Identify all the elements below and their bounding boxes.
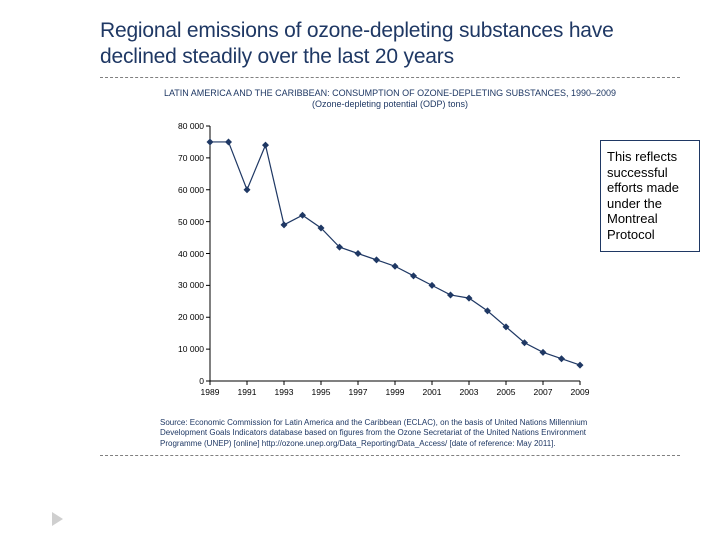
x-tick-label: 1997 xyxy=(344,387,372,397)
chart-subtitle: LATIN AMERICA AND THE CARIBBEAN: CONSUMP… xyxy=(160,88,620,111)
x-tick-label: 1999 xyxy=(381,387,409,397)
y-tick-label: 0 xyxy=(164,376,204,386)
y-tick-label: 30 000 xyxy=(164,280,204,290)
x-tick-label: 1993 xyxy=(270,387,298,397)
y-tick-label: 10 000 xyxy=(164,344,204,354)
line-chart xyxy=(160,116,590,406)
slide-root: Regional emissions of ozone-depleting su… xyxy=(0,0,720,540)
chart-container: 0 10 000 20 000 30 000 40 000 50 000 60 000 70 … xyxy=(160,116,590,406)
callout-text: This reflects successful efforts made un… xyxy=(607,149,693,243)
footer-divider xyxy=(100,455,680,456)
x-tick-label: 1991 xyxy=(233,387,261,397)
y-tick-label: 50 000 xyxy=(164,217,204,227)
callout-box: This reflects successful efforts made un… xyxy=(600,140,700,252)
x-tick-label: 1995 xyxy=(307,387,335,397)
x-tick-label: 2009 xyxy=(566,387,594,397)
y-tick-label: 80 000 xyxy=(164,121,204,131)
x-tick-label: 2001 xyxy=(418,387,446,397)
play-icon xyxy=(52,512,63,526)
subtitle-line-2: (Ozone-depleting potential (ODP) tons) xyxy=(160,99,620,110)
y-tick-label: 40 000 xyxy=(164,249,204,259)
x-tick-label: 1989 xyxy=(196,387,224,397)
y-tick-label: 60 000 xyxy=(164,185,204,195)
title-divider xyxy=(100,77,680,78)
y-tick-label: 70 000 xyxy=(164,153,204,163)
x-tick-label: 2007 xyxy=(529,387,557,397)
slide-title: Regional emissions of ozone-depleting su… xyxy=(100,18,680,71)
subtitle-line-1: LATIN AMERICA AND THE CARIBBEAN: CONSUMP… xyxy=(160,88,620,99)
x-tick-label: 2005 xyxy=(492,387,520,397)
y-tick-label: 20 000 xyxy=(164,312,204,322)
x-tick-label: 2003 xyxy=(455,387,483,397)
source-text: Source: Economic Commission for Latin Am… xyxy=(160,418,590,449)
